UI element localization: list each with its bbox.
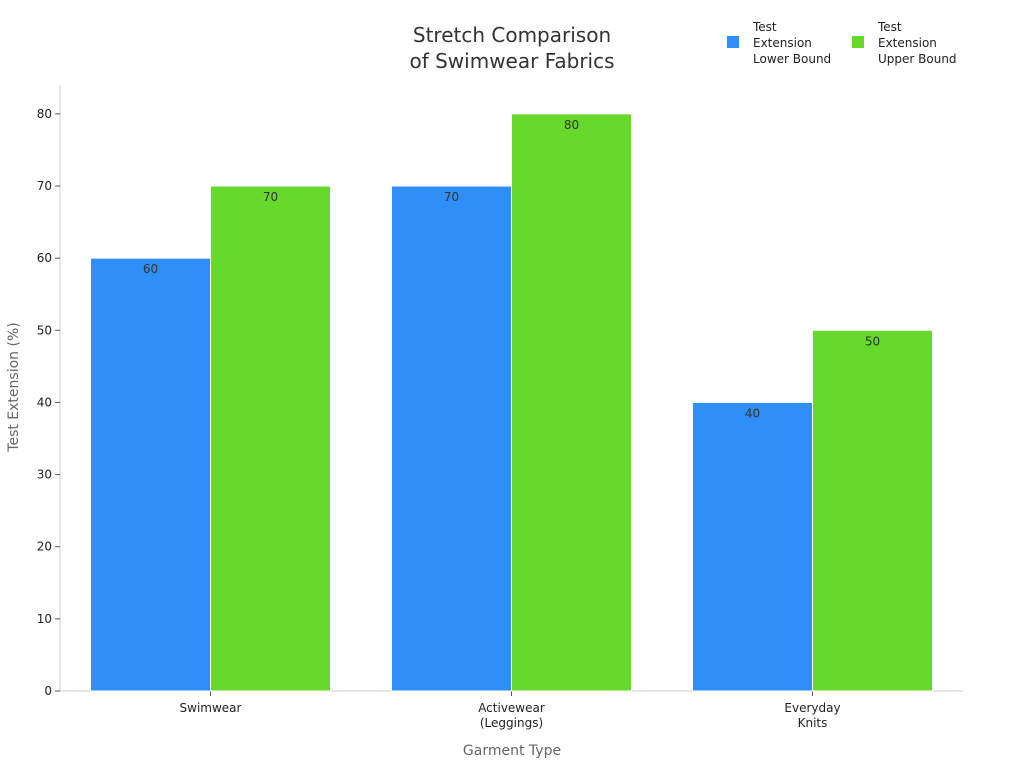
legend-swatch: [852, 36, 864, 48]
legend-label: Test: [877, 20, 902, 34]
y-tick-label: 0: [44, 684, 52, 698]
y-axis-label: Test Extension (%): [6, 322, 22, 452]
x-tick-label: Knits: [798, 716, 828, 730]
bar: [210, 185, 331, 692]
data-label: 70: [444, 190, 459, 204]
x-tick-label: Everyday: [784, 701, 840, 715]
y-tick-label: 60: [37, 251, 52, 265]
chart-title: Stretch Comparison: [413, 23, 611, 47]
bar: [511, 113, 632, 692]
y-tick-label: 20: [37, 540, 52, 554]
legend-swatch: [727, 36, 739, 48]
data-label: 70: [263, 190, 278, 204]
y-tick-label: 50: [37, 323, 52, 337]
data-label: 80: [564, 118, 579, 132]
bar: [391, 185, 512, 692]
bar: [692, 401, 813, 692]
x-tick-label: Activewear: [478, 701, 545, 715]
legend-label: Extension: [878, 36, 937, 50]
y-tick-label: 80: [37, 107, 52, 121]
y-tick-label: 30: [37, 468, 52, 482]
data-label: 40: [745, 406, 760, 420]
chart-title: of Swimwear Fabrics: [409, 49, 614, 73]
y-tick-label: 10: [37, 612, 52, 626]
legend-label: Upper Bound: [878, 52, 957, 66]
y-tick-label: 70: [37, 179, 52, 193]
data-label: 60: [143, 262, 158, 276]
x-tick-label: (Leggings): [480, 716, 543, 730]
x-tick-label: Swimwear: [180, 701, 242, 715]
bar: [90, 257, 211, 692]
legend-label: Test: [752, 20, 777, 34]
bar: [812, 329, 933, 692]
legend-label: Extension: [753, 36, 812, 50]
legend-label: Lower Bound: [753, 52, 831, 66]
data-label: 50: [865, 334, 880, 348]
y-tick-label: 40: [37, 395, 52, 409]
x-axis-label: Garment Type: [463, 743, 561, 759]
